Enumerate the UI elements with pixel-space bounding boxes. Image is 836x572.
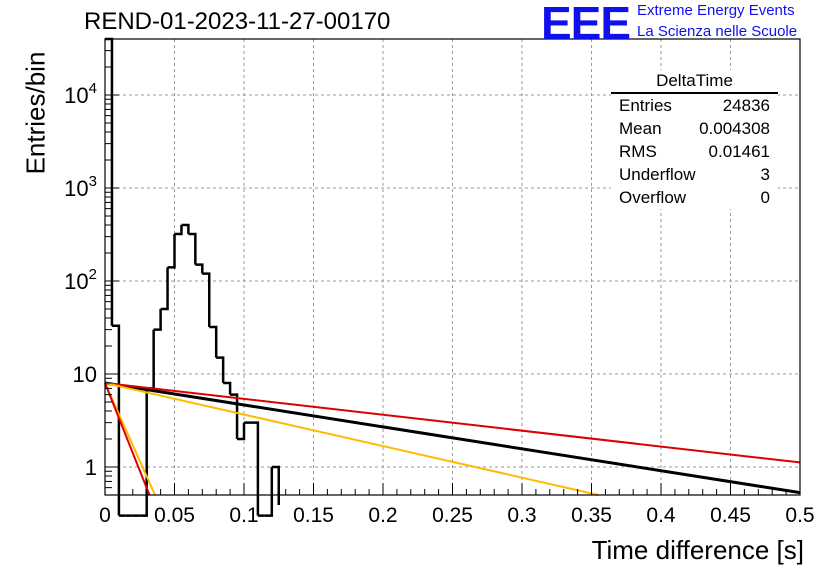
histogram-bin: [139, 388, 148, 517]
axis-ticks: 0 0.05 0.1 0.15 0.2 0.25 0.3 0.35 0.4 0.45 0.5 1 10 1…: [64, 38, 815, 527]
histogram-bin: [146, 329, 155, 390]
histogram-layer: [105, 37, 280, 517]
histogram-bin: [111, 324, 121, 516]
y-tick-label: 104: [64, 80, 97, 108]
stats-label: Overflow: [619, 188, 687, 207]
stats-value: 0.01461: [708, 142, 770, 161]
stats-label: RMS: [619, 142, 657, 161]
x-tick-label: 0.05: [154, 504, 195, 527]
fit-curve: [104, 381, 801, 495]
fit-curve: [104, 382, 599, 496]
stats-value: 0: [760, 188, 770, 207]
stats-row-rms: RMS 0.01461: [611, 140, 778, 163]
y-tick-label: 103: [64, 173, 97, 201]
histogram-bin: [181, 223, 190, 235]
logo-subtitle-2: La Scienza nelle Scuole: [637, 23, 798, 40]
histogram-bin: [160, 267, 169, 311]
histogram-bin: [216, 356, 225, 384]
histogram-bin: [202, 272, 211, 328]
histogram-bin: [188, 232, 197, 265]
stats-label: Entries: [619, 96, 672, 115]
histogram-bin: [223, 381, 232, 395]
histogram-bin: [230, 393, 239, 440]
fit-curves-layer: [104, 381, 801, 496]
x-tick-label: 0.45: [710, 504, 751, 527]
grid-lines: [105, 39, 800, 495]
run-title: REND-01-2023-11-27-00170: [84, 8, 391, 35]
y-tick-label: 102: [64, 266, 97, 294]
x-tick-label: 0.25: [432, 504, 473, 527]
fit-curve: [104, 382, 151, 496]
histogram-bin: [153, 308, 162, 331]
x-tick-label: 0.15: [293, 504, 334, 527]
stats-label: Mean: [619, 119, 662, 138]
stats-value: 3: [760, 165, 770, 184]
stats-title: DeltaTime: [611, 70, 778, 94]
fit-curve: [104, 382, 801, 464]
stats-row-underflow: Underflow 3: [611, 163, 778, 186]
histogram-bin: [264, 467, 274, 517]
stats-value: 24836: [722, 96, 770, 115]
stats-box: DeltaTime Entries 24836 Mean 0.004308 RMS 0…: [611, 70, 778, 209]
histogram-bin: [174, 225, 183, 236]
histogram-bin: [250, 421, 260, 516]
y-tick-label: 1: [85, 455, 97, 480]
x-tick-label: 0.2: [368, 504, 397, 527]
histogram-bin: [167, 234, 176, 269]
stats-row-entries: Entries 24836: [611, 94, 778, 117]
x-tick-label: 0.4: [646, 504, 676, 527]
stats-label: Underflow: [619, 165, 696, 184]
x-tick-label: 0: [99, 504, 111, 527]
x-tick-label: 0.5: [785, 504, 814, 527]
eee-logo: EEE: [541, 0, 631, 49]
y-axis-label: Entries/bin: [20, 51, 51, 175]
x-tick-label: 0.1: [229, 504, 258, 527]
x-tick-label: 0.35: [571, 504, 612, 527]
logo-subtitle-1: Extreme Energy Events: [637, 2, 795, 19]
histogram-bin: [195, 263, 204, 274]
histogram-bin: [105, 37, 114, 326]
stats-row-overflow: Overflow 0: [611, 186, 778, 209]
y-tick-label: 10: [73, 362, 97, 387]
histogram-bin: [271, 465, 280, 505]
histogram-bin: [237, 422, 246, 441]
stats-value: 0.004308: [699, 119, 770, 138]
x-axis-label: Time difference [s]: [591, 535, 804, 565]
histogram-bin: [209, 325, 218, 358]
x-tick-label: 0.3: [507, 504, 536, 527]
stats-row-mean: Mean 0.004308: [611, 117, 778, 140]
